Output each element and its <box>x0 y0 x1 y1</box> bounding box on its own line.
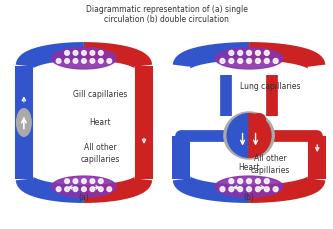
Circle shape <box>82 59 86 63</box>
Circle shape <box>99 187 103 191</box>
Circle shape <box>238 50 243 55</box>
Circle shape <box>247 58 251 63</box>
Text: Heart: Heart <box>238 164 260 172</box>
Circle shape <box>273 58 278 63</box>
Circle shape <box>73 51 78 55</box>
Circle shape <box>264 58 269 63</box>
Ellipse shape <box>224 112 274 159</box>
Circle shape <box>220 58 225 63</box>
Circle shape <box>264 50 269 55</box>
Wedge shape <box>249 114 271 157</box>
Circle shape <box>255 187 260 192</box>
Text: Diagrammatic representation of (a) single
circulation (b) double circulation: Diagrammatic representation of (a) singl… <box>86 5 247 24</box>
Circle shape <box>90 179 95 183</box>
Circle shape <box>264 187 269 192</box>
Circle shape <box>255 58 260 63</box>
Text: (b): (b) <box>244 193 254 202</box>
Circle shape <box>238 179 243 184</box>
Ellipse shape <box>252 114 265 125</box>
Ellipse shape <box>52 176 117 197</box>
Circle shape <box>107 187 112 191</box>
Circle shape <box>229 50 234 55</box>
Circle shape <box>56 59 61 63</box>
Circle shape <box>65 187 69 191</box>
Text: Heart: Heart <box>90 118 111 127</box>
Circle shape <box>220 187 225 192</box>
Circle shape <box>65 51 69 55</box>
Circle shape <box>65 179 69 183</box>
Circle shape <box>82 187 86 191</box>
Text: Gill capillaries: Gill capillaries <box>73 90 127 99</box>
Circle shape <box>247 187 251 192</box>
Circle shape <box>273 187 278 192</box>
Ellipse shape <box>215 176 283 197</box>
Text: Lung capillaries: Lung capillaries <box>240 82 300 91</box>
Circle shape <box>65 59 69 63</box>
Circle shape <box>229 187 234 192</box>
Circle shape <box>255 179 260 184</box>
Ellipse shape <box>215 48 283 69</box>
Circle shape <box>99 59 103 63</box>
Circle shape <box>73 59 78 63</box>
Ellipse shape <box>17 109 31 136</box>
Circle shape <box>73 187 78 191</box>
Circle shape <box>56 187 61 191</box>
Circle shape <box>82 51 86 55</box>
Circle shape <box>247 50 251 55</box>
Circle shape <box>229 58 234 63</box>
Circle shape <box>255 50 260 55</box>
Circle shape <box>229 179 234 184</box>
Circle shape <box>82 179 86 183</box>
Circle shape <box>238 187 243 192</box>
Circle shape <box>238 58 243 63</box>
Text: All other
capillaries: All other capillaries <box>250 154 290 175</box>
Circle shape <box>247 179 251 184</box>
Circle shape <box>99 51 103 55</box>
Circle shape <box>107 59 112 63</box>
Circle shape <box>90 187 95 191</box>
Ellipse shape <box>52 48 117 69</box>
Wedge shape <box>227 114 249 157</box>
Circle shape <box>73 179 78 183</box>
Circle shape <box>90 59 95 63</box>
Text: (a): (a) <box>79 193 89 202</box>
Circle shape <box>264 179 269 184</box>
Text: All other
capillaries: All other capillaries <box>81 143 120 164</box>
Circle shape <box>99 179 103 183</box>
Circle shape <box>90 51 95 55</box>
